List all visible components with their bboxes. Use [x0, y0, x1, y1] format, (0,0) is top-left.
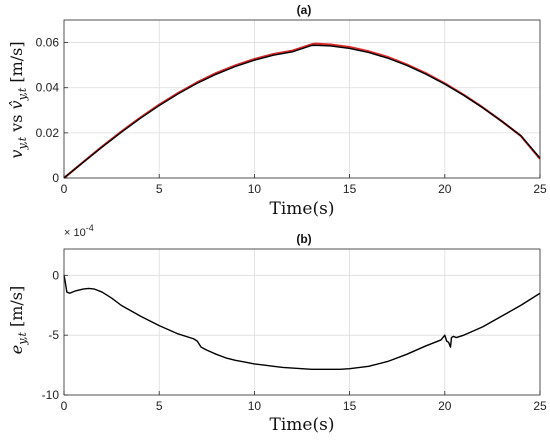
panel-a-x-axis-label: Time(s) [270, 199, 335, 219]
panel-b-ylabel-e-sub: y,t [16, 332, 29, 346]
x-tick-label: 0 [61, 182, 68, 196]
panel-a-ylabel-v-sub: y,t [16, 136, 29, 150]
y-tick-label: 0.04 [36, 81, 60, 95]
y-tick-label: 0 [52, 171, 59, 185]
x-tick-label: 10 [248, 399, 262, 413]
panel-b-ylabel-e: e [7, 345, 26, 354]
panel-a-series [63, 42, 541, 179]
panel-a-frame [63, 19, 541, 179]
panel-a-ylabel-unit: [m/s] [7, 41, 26, 87]
panel-b-plot-area [64, 249, 540, 395]
panel-a-title: (a) [297, 3, 312, 17]
y-tick-label: 0 [52, 268, 59, 282]
x-tick-label: 15 [343, 182, 357, 196]
panel-a-ylabel-vs: vs [7, 109, 26, 136]
x-tick-label: 20 [438, 182, 452, 196]
panel-b-exponent-base: × 10 [64, 227, 86, 239]
x-tick-label: 10 [248, 182, 262, 196]
panel-b: (b) × 10-4 0 5 10 15 20 25 -10 -5 0 Time(s) ey,… [7, 223, 547, 435]
panel-a-ylabel-vhat-sub: y,t [16, 87, 29, 101]
panel-a-plot-area [64, 20, 540, 178]
y-tick-label: 0.06 [36, 36, 60, 50]
x-tick-label: 0 [61, 399, 68, 413]
panel-b-exponent-label: × 10-4 [64, 223, 94, 239]
panel-a-x-ticks: 0 5 10 15 20 25 [61, 174, 547, 196]
panel-b-grid [64, 249, 540, 395]
panel-b-ylabel-unit: [m/s] [7, 286, 26, 332]
panel-b-frame [63, 248, 541, 396]
x-tick-label: 25 [533, 399, 547, 413]
panel-b-y-axis-label: ey,t [m/s] [7, 286, 29, 354]
panel-a-y-ticks: 0 0.02 0.04 0.06 [36, 36, 68, 185]
panel-b-title: (b) [296, 232, 311, 246]
x-tick-label: 15 [343, 399, 357, 413]
panel-a: (a) 0 5 10 15 20 25 00.020.040.06 Time(s) vy,… [7, 3, 547, 219]
panel-b-series [63, 275, 541, 370]
x-tick-label: 25 [533, 182, 547, 196]
y-tick-label: 0.02 [36, 126, 60, 140]
panel-a-ylabel-vhat: v̂ [7, 100, 26, 109]
panel-a-ylabel-v: v [7, 150, 26, 159]
x-tick-label: 5 [156, 182, 163, 196]
panel-b-x-ticks: 0 5 10 15 20 25 [61, 391, 547, 413]
panel-b-x-axis-label: Time(s) [270, 415, 335, 435]
x-tick-label: 5 [156, 399, 163, 413]
x-tick-label: 20 [438, 399, 452, 413]
series-line-0 [63, 275, 541, 370]
y-tick-label: -10 [42, 388, 60, 402]
panel-b-y-ticks: -10 -5 0 [42, 268, 68, 402]
series-line-1 [63, 44, 541, 179]
panel-b-exponent-power: -4 [86, 223, 94, 233]
y-tick-label: -5 [48, 328, 59, 342]
panel-a-y-axis-label: vy,t vs v̂y,t [m/s] [7, 41, 29, 158]
